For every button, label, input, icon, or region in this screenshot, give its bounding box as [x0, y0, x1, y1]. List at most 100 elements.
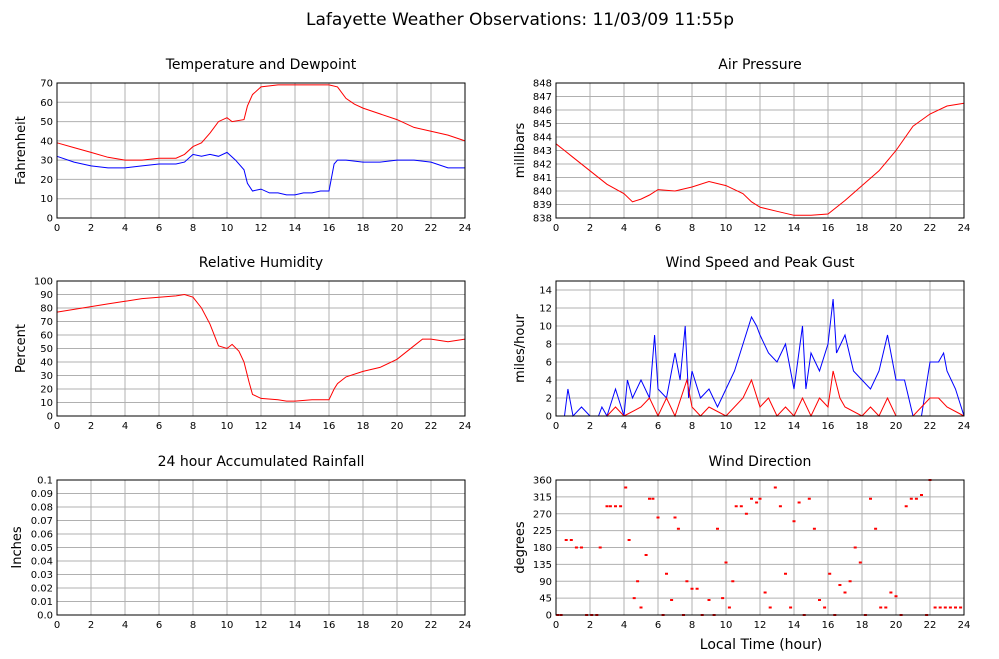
wind-y-tick-label: 8 — [546, 340, 552, 351]
rain-x-tick-label: 12 — [255, 620, 268, 631]
humidity-x-tick-label: 20 — [391, 421, 404, 432]
humidity-y-tick-label: 60 — [40, 331, 53, 342]
humidity-x-tick-label: 8 — [190, 421, 196, 432]
rain-x-tick-label: 16 — [323, 620, 336, 631]
direction-point — [858, 561, 862, 564]
temp-x-tick-label: 20 — [391, 223, 404, 234]
temp-x-tick-label: 24 — [459, 223, 472, 234]
direction-x-tick-label: 18 — [856, 620, 869, 631]
wind-x-tick-label: 8 — [689, 421, 695, 432]
pressure-x-tick-label: 22 — [924, 223, 937, 234]
wind-x-tick-label: 0 — [553, 421, 559, 432]
wind-y-tick-label: 14 — [539, 286, 552, 297]
humidity-y-axis-label: Percent — [14, 324, 29, 373]
direction-point — [778, 505, 782, 508]
direction-x-tick-label: 2 — [587, 620, 593, 631]
wind-y-tick-label: 12 — [539, 304, 552, 315]
pressure-y-axis-label: millibars — [513, 123, 528, 179]
pressure-x-tick-label: 18 — [856, 223, 869, 234]
pressure-x-tick-label: 10 — [720, 223, 733, 234]
direction-x-tick-label: 6 — [655, 620, 661, 631]
direction-point — [828, 572, 832, 575]
direction-point — [690, 587, 694, 590]
wind-y-axis-label: miles/hour — [513, 313, 528, 382]
direction-point — [651, 497, 655, 500]
direction-point — [580, 546, 583, 549]
direction-point — [889, 591, 893, 594]
direction-point — [574, 546, 578, 549]
direction-point — [848, 580, 852, 583]
page-title: Lafayette Weather Observations: 11/03/09… — [306, 10, 734, 30]
direction-point — [938, 606, 942, 609]
x-axis-label: Local Time (hour) — [700, 637, 822, 653]
direction-point — [818, 599, 821, 601]
humidity-plot-frame — [56, 280, 466, 417]
direction-point — [716, 527, 719, 530]
temp-x-tick-label: 8 — [190, 223, 196, 234]
temp-x-tick-label: 10 — [221, 223, 234, 234]
pressure-y-tick-label: 845 — [533, 119, 552, 130]
direction-y-tick-label: 135 — [533, 560, 552, 571]
direction-point — [884, 606, 888, 609]
direction-point — [685, 580, 689, 583]
rain-x-tick-label: 8 — [190, 620, 196, 631]
direction-point — [812, 527, 816, 530]
rain-x-tick-label: 0 — [54, 620, 60, 631]
direction-point — [644, 554, 648, 556]
direction-point — [869, 497, 872, 500]
direction-x-tick-label: 20 — [890, 620, 903, 631]
direction-point — [933, 606, 937, 609]
direction-x-tick-label: 4 — [621, 620, 627, 631]
humidity-x-tick-label: 16 — [323, 421, 336, 432]
temp-x-tick-label: 4 — [122, 223, 128, 234]
pressure-y-tick-label: 842 — [533, 160, 552, 171]
pressure-x-tick-label: 6 — [655, 223, 661, 234]
wind-x-tick-label: 10 — [720, 421, 733, 432]
direction-point — [843, 591, 847, 594]
direction-title: Wind Direction — [709, 454, 812, 470]
direction-point — [758, 497, 762, 500]
temp-y-tick-label: 10 — [40, 194, 53, 205]
humidity-x-tick-label: 24 — [459, 421, 472, 432]
direction-point — [605, 505, 609, 508]
pressure-x-tick-label: 20 — [890, 223, 903, 234]
rain-plot-frame — [56, 479, 466, 616]
wind-x-tick-label: 24 — [958, 421, 971, 432]
direction-x-tick-label: 10 — [720, 620, 733, 631]
direction-point — [914, 497, 918, 500]
direction-point — [636, 580, 640, 583]
direction-y-tick-label: 90 — [539, 577, 552, 588]
direction-point — [784, 572, 787, 575]
direction-point — [639, 606, 643, 609]
temp-series-line-0 — [56, 84, 466, 161]
direction-x-tick-label: 16 — [822, 620, 835, 631]
wind-y-tick-label: 6 — [546, 358, 552, 369]
direction-point — [724, 561, 728, 564]
wind-series-line-0 — [556, 298, 965, 418]
temp-x-tick-label: 22 — [425, 223, 438, 234]
rain-y-tick-label: 0.01 — [31, 597, 53, 608]
direction-x-tick-label: 12 — [754, 620, 767, 631]
wind-x-tick-label: 12 — [754, 421, 767, 432]
wind-x-tick-label: 6 — [655, 421, 661, 432]
humidity-x-tick-label: 10 — [221, 421, 234, 432]
direction-point — [838, 584, 842, 586]
temp-y-tick-label: 60 — [40, 98, 53, 109]
temp-title: Temperature and Dewpoint — [165, 57, 357, 73]
humidity-y-tick-label: 80 — [40, 304, 53, 315]
rain-y-tick-label: 0.1 — [37, 476, 53, 487]
direction-point — [673, 516, 677, 519]
direction-point — [627, 539, 631, 541]
direction-point — [598, 546, 602, 549]
direction-y-tick-label: 360 — [533, 476, 552, 487]
temp-x-tick-label: 16 — [323, 223, 336, 234]
humidity-y-tick-label: 50 — [40, 344, 53, 355]
humidity-x-tick-label: 14 — [289, 421, 302, 432]
humidity-series-line-0 — [56, 293, 466, 402]
pressure-x-tick-label: 4 — [621, 223, 627, 234]
temp-y-axis-label: Fahrenheit — [14, 116, 29, 185]
wind-x-tick-label: 14 — [788, 421, 801, 432]
